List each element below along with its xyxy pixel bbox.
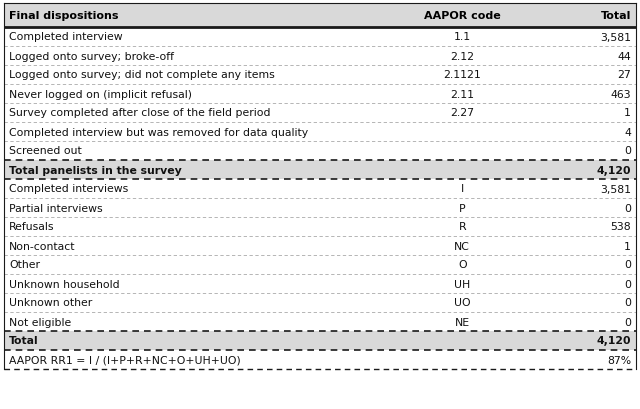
Text: Other: Other bbox=[9, 260, 40, 270]
Text: UH: UH bbox=[454, 279, 470, 289]
Text: Total: Total bbox=[9, 336, 38, 346]
Text: Completed interview but was removed for data quality: Completed interview but was removed for … bbox=[9, 127, 308, 137]
Text: 0: 0 bbox=[624, 146, 631, 156]
Text: 2.27: 2.27 bbox=[450, 108, 474, 118]
Text: Survey completed after close of the field period: Survey completed after close of the fiel… bbox=[9, 108, 271, 118]
Text: I: I bbox=[461, 184, 464, 194]
Bar bbox=[4, 85, 636, 104]
Bar bbox=[4, 274, 636, 293]
Text: 1: 1 bbox=[624, 241, 631, 251]
Text: Total panelists in the survey: Total panelists in the survey bbox=[9, 165, 182, 175]
Text: UO: UO bbox=[454, 298, 470, 308]
Text: R: R bbox=[458, 222, 466, 232]
Text: AAPOR RR1 = I / (I+P+R+NC+O+UH+UO): AAPOR RR1 = I / (I+P+R+NC+O+UH+UO) bbox=[9, 355, 241, 364]
Bar bbox=[4, 198, 636, 218]
Bar bbox=[4, 47, 636, 66]
Text: Final dispositions: Final dispositions bbox=[9, 11, 118, 21]
Text: Screened out: Screened out bbox=[9, 146, 82, 156]
Text: 3,581: 3,581 bbox=[600, 32, 631, 43]
Text: Not eligible: Not eligible bbox=[9, 317, 71, 327]
Text: P: P bbox=[459, 203, 465, 213]
Bar bbox=[4, 236, 636, 255]
Bar bbox=[4, 218, 636, 236]
Text: 538: 538 bbox=[611, 222, 631, 232]
Text: 1.1: 1.1 bbox=[454, 32, 471, 43]
Text: 0: 0 bbox=[624, 203, 631, 213]
Bar bbox=[4, 180, 636, 198]
Text: 0: 0 bbox=[624, 260, 631, 270]
Text: 2.11: 2.11 bbox=[450, 89, 474, 99]
Text: 2.1121: 2.1121 bbox=[444, 70, 481, 80]
Bar bbox=[4, 123, 636, 142]
Bar bbox=[4, 350, 636, 369]
Text: 1: 1 bbox=[624, 108, 631, 118]
Text: 3,581: 3,581 bbox=[600, 184, 631, 194]
Text: AAPOR code: AAPOR code bbox=[424, 11, 500, 21]
Text: 2.12: 2.12 bbox=[450, 52, 474, 61]
Text: 0: 0 bbox=[624, 317, 631, 327]
Text: 463: 463 bbox=[611, 89, 631, 99]
Text: 4: 4 bbox=[624, 127, 631, 137]
Bar bbox=[4, 104, 636, 123]
Text: Completed interviews: Completed interviews bbox=[9, 184, 128, 194]
Bar bbox=[4, 161, 636, 180]
Text: NC: NC bbox=[454, 241, 470, 251]
Bar bbox=[4, 66, 636, 85]
Text: Partial interviews: Partial interviews bbox=[9, 203, 102, 213]
Text: Unknown other: Unknown other bbox=[9, 298, 92, 308]
Text: O: O bbox=[458, 260, 467, 270]
Bar bbox=[4, 312, 636, 331]
Text: NE: NE bbox=[454, 317, 470, 327]
Text: 0: 0 bbox=[624, 298, 631, 308]
Text: Non-contact: Non-contact bbox=[9, 241, 76, 251]
Text: 27: 27 bbox=[617, 70, 631, 80]
Text: 4,120: 4,120 bbox=[596, 336, 631, 346]
Text: Total: Total bbox=[600, 11, 631, 21]
Bar bbox=[4, 293, 636, 312]
Text: 44: 44 bbox=[617, 52, 631, 61]
Text: Logged onto survey; did not complete any items: Logged onto survey; did not complete any… bbox=[9, 70, 275, 80]
Bar bbox=[4, 255, 636, 274]
Bar bbox=[4, 28, 636, 47]
Text: 4,120: 4,120 bbox=[596, 165, 631, 175]
Bar bbox=[4, 4, 636, 28]
Text: Refusals: Refusals bbox=[9, 222, 54, 232]
Text: Never logged on (implicit refusal): Never logged on (implicit refusal) bbox=[9, 89, 192, 99]
Text: Logged onto survey; broke-off: Logged onto survey; broke-off bbox=[9, 52, 174, 61]
Text: 87%: 87% bbox=[607, 355, 631, 364]
Text: Unknown household: Unknown household bbox=[9, 279, 120, 289]
Bar bbox=[4, 142, 636, 161]
Text: 0: 0 bbox=[624, 279, 631, 289]
Bar bbox=[4, 331, 636, 350]
Text: Completed interview: Completed interview bbox=[9, 32, 123, 43]
